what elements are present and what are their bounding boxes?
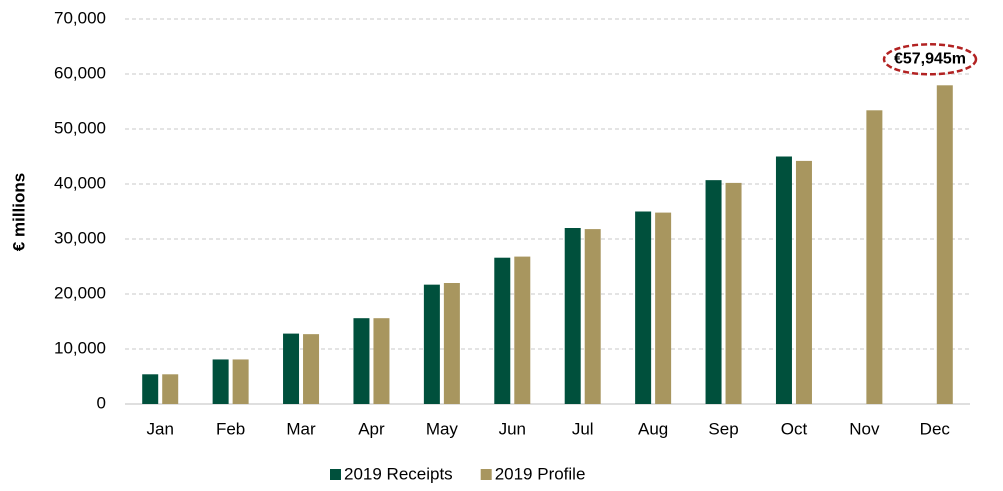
- y-tick-label: 50,000: [54, 118, 106, 137]
- bar: [443, 283, 460, 404]
- bar: [584, 229, 601, 404]
- bar: [564, 228, 581, 404]
- bar: [655, 212, 672, 404]
- y-tick-label: 70,000: [54, 8, 106, 27]
- bar: [283, 333, 300, 404]
- x-tick-label: Nov: [849, 419, 880, 438]
- y-tick-label: 10,000: [54, 338, 106, 357]
- legend-swatch: [480, 469, 492, 480]
- x-tick-label: Sep: [708, 419, 738, 438]
- bar: [212, 359, 229, 404]
- legend-label: 2019 Profile: [495, 464, 586, 483]
- bar: [866, 110, 883, 405]
- x-tick-label: Jan: [146, 419, 173, 438]
- bar: [705, 180, 722, 404]
- bar: [936, 85, 953, 405]
- y-tick-label: 20,000: [54, 283, 106, 302]
- x-tick-label: Dec: [920, 419, 951, 438]
- bar: [725, 182, 742, 404]
- bar: [775, 156, 792, 404]
- bar: [635, 211, 652, 404]
- x-tick-label: Jul: [572, 419, 594, 438]
- legend-label: 2019 Receipts: [344, 464, 453, 483]
- bar: [162, 374, 179, 404]
- bar: [494, 257, 511, 404]
- bar: [514, 256, 531, 404]
- x-tick-label: Mar: [286, 419, 316, 438]
- legend-swatch: [330, 469, 341, 480]
- bar: [353, 318, 370, 404]
- y-axis-label: € millions: [9, 173, 28, 251]
- bar: [232, 359, 249, 404]
- y-tick-label: 30,000: [54, 228, 106, 247]
- bar: [373, 318, 390, 404]
- y-tick-label: 0: [97, 393, 106, 412]
- y-tick-label: 40,000: [54, 173, 106, 192]
- data-label: €57,945m: [894, 51, 966, 68]
- y-tick-label: 60,000: [54, 63, 106, 82]
- bar: [142, 374, 159, 404]
- x-tick-label: May: [426, 419, 459, 438]
- bar: [423, 284, 440, 404]
- x-tick-label: Jun: [499, 419, 526, 438]
- bar: [303, 334, 320, 404]
- x-tick-label: Oct: [781, 419, 808, 438]
- x-tick-label: Aug: [638, 419, 668, 438]
- x-tick-label: Apr: [358, 419, 385, 438]
- bar: [795, 160, 812, 404]
- annotation-ellipse: [882, 43, 978, 76]
- x-tick-label: Feb: [216, 419, 245, 438]
